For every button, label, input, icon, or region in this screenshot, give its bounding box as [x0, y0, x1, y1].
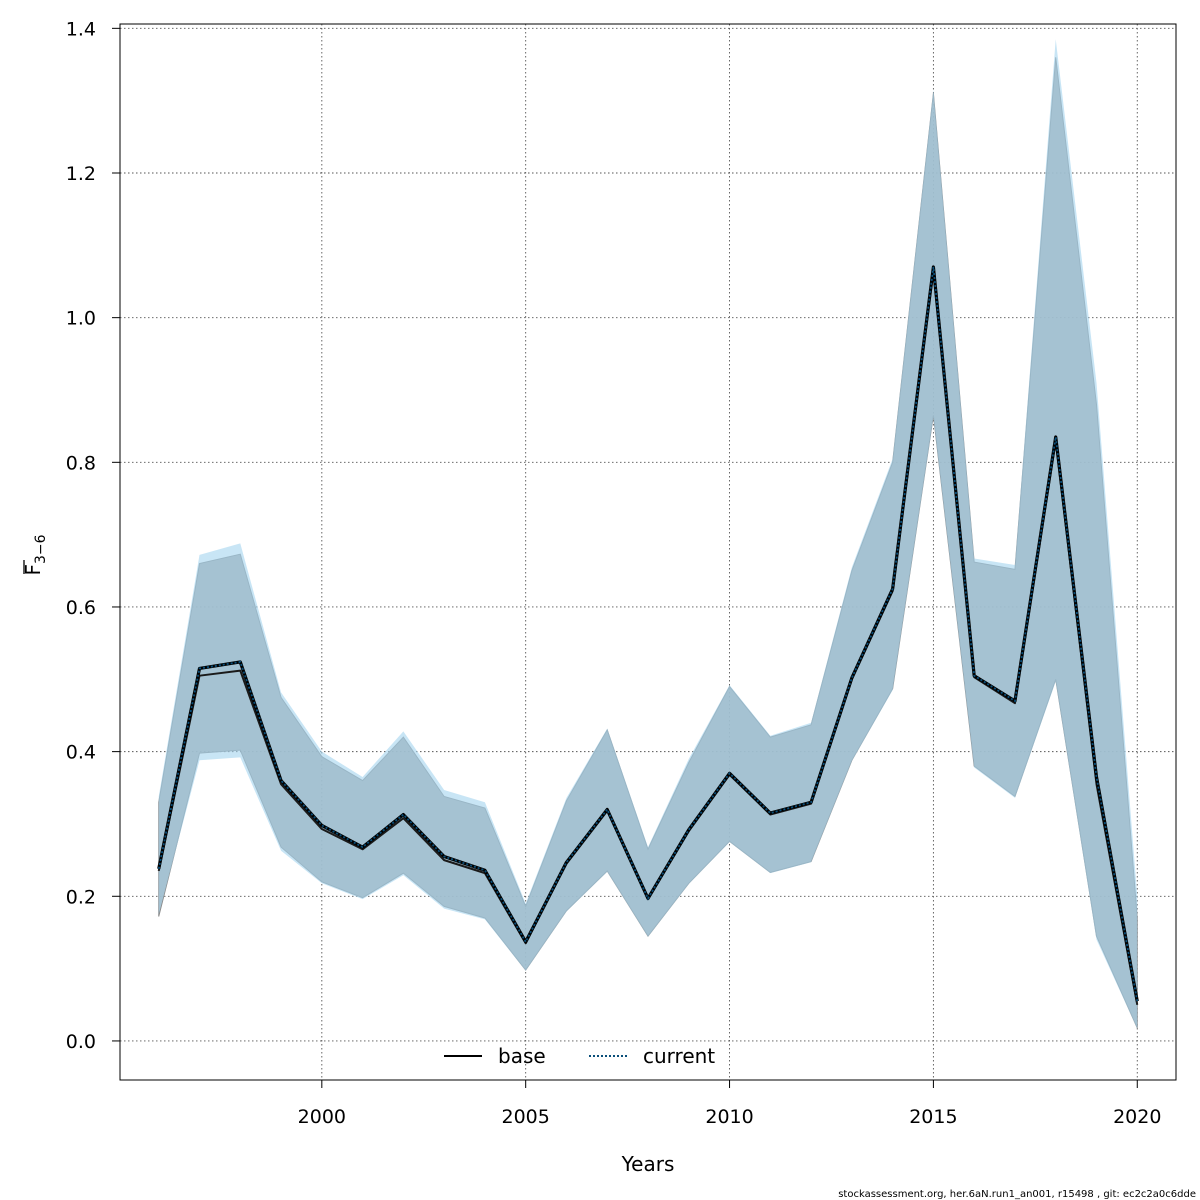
y-tick-label-4: 0.8	[66, 452, 96, 474]
x-tick-label-2015: 2015	[909, 1106, 957, 1128]
y-tick-label-5: 1.0	[66, 308, 96, 330]
x-tick-label-2005: 2005	[502, 1106, 550, 1128]
footer-note: stockassessment.org, her.6aN.run1_an001,…	[838, 1189, 1196, 1200]
y-axis: 0.0 0.2 0.4 0.6 0.8 1.0 1.2 1.4	[66, 18, 120, 1053]
confidence-bands	[158, 39, 1138, 1029]
y-axis-label: F3−6	[21, 534, 49, 575]
legend-label-base: base	[498, 1044, 546, 1068]
legend-label-current: current	[643, 1044, 715, 1068]
x-tick-label-2020: 2020	[1113, 1106, 1161, 1128]
y-tick-label-7: 1.4	[66, 18, 96, 40]
y-tick-label-2: 0.4	[66, 742, 96, 764]
x-tick-label-2010: 2010	[705, 1106, 753, 1128]
legend: base current	[444, 1044, 715, 1068]
x-axis: 2000 2005 2010 2015 2020	[298, 1080, 1161, 1128]
x-axis-label: Years	[621, 1152, 675, 1176]
plot-frame	[119, 23, 1177, 1081]
band-current	[158, 39, 1138, 1029]
svg-text:F3−6: F3−6	[21, 534, 49, 575]
series-lines	[157, 265, 1139, 1005]
y-axis-label-sub: 3−6	[33, 534, 49, 564]
y-tick-label-0: 0.0	[66, 1031, 96, 1053]
y-tick-label-6: 1.2	[66, 163, 96, 185]
x-tick-label-2000: 2000	[298, 1106, 346, 1128]
y-axis-label-main: F	[21, 564, 45, 576]
series-line-current	[157, 266, 1139, 1002]
y-tick-label-3: 0.6	[66, 597, 96, 619]
y-tick-label-1: 0.2	[66, 886, 96, 908]
